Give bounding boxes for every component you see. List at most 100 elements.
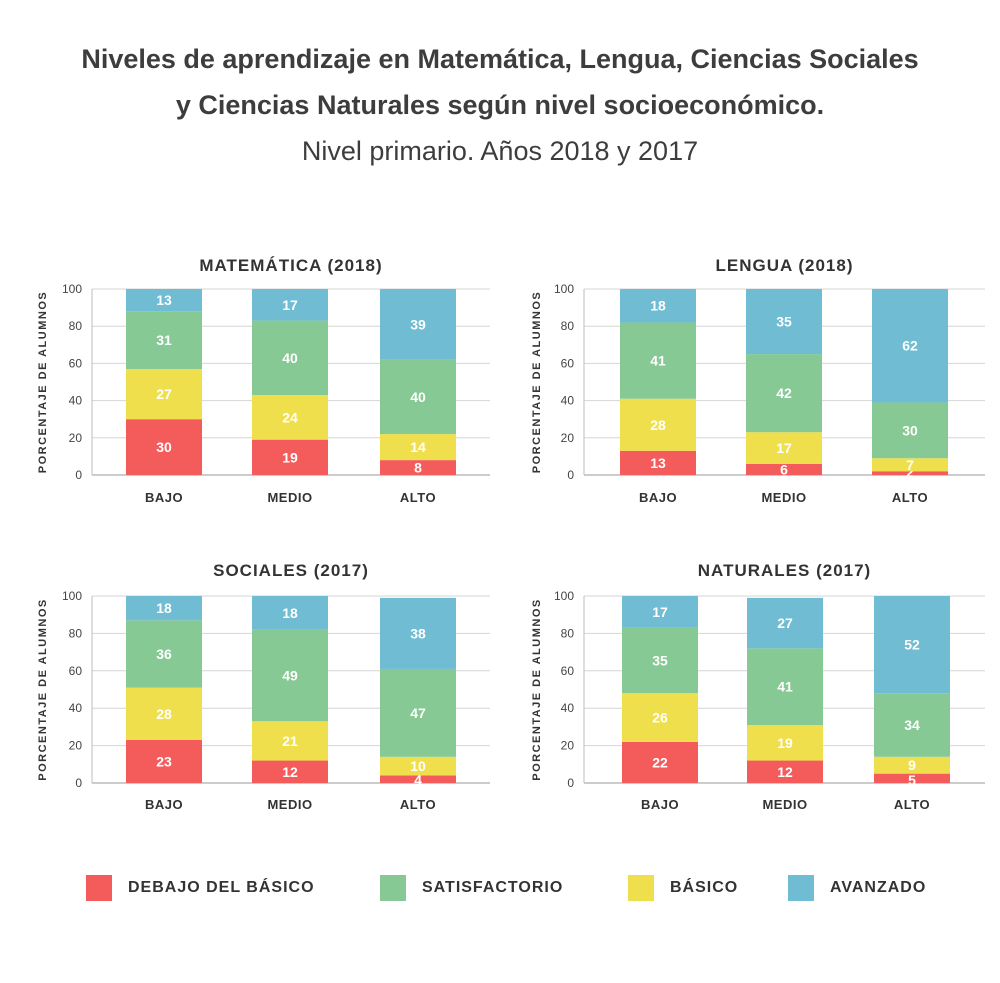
value-label-debajo: 8 bbox=[414, 460, 422, 476]
y-axis-label: PORCENTAJE DE ALUMNOS bbox=[531, 291, 543, 473]
value-label-debajo: 13 bbox=[650, 455, 666, 471]
value-label-satisfactorio: 30 bbox=[902, 422, 918, 438]
value-label-basico: 10 bbox=[410, 758, 426, 774]
category-label: MEDIO bbox=[762, 797, 807, 812]
value-label-avanzado: 38 bbox=[410, 625, 426, 641]
bar-segment-avanzado bbox=[380, 289, 456, 360]
bar-segment-satisfactorio bbox=[620, 322, 696, 399]
chart-title: SOCIALES (2017) bbox=[213, 561, 369, 580]
bar-segment-satisfactorio bbox=[746, 354, 822, 433]
bar-segment-basico bbox=[872, 458, 948, 472]
bar-segment-avanzado bbox=[874, 596, 950, 694]
bar-segment-avanzado bbox=[620, 289, 696, 323]
category-label: ALTO bbox=[400, 490, 436, 505]
category-label: BAJO bbox=[145, 490, 183, 505]
chart-title: LENGUA (2018) bbox=[715, 256, 853, 275]
y-tick-label: 80 bbox=[69, 319, 83, 333]
bar-segment-satisfactorio bbox=[872, 402, 948, 459]
category-label: ALTO bbox=[400, 797, 436, 812]
legend-swatch-avanzado bbox=[788, 875, 814, 901]
value-label-basico: 28 bbox=[156, 706, 172, 722]
legend-label-satisfactorio: SATISFACTORIO bbox=[422, 879, 564, 896]
category-label: BAJO bbox=[641, 797, 679, 812]
value-label-basico: 19 bbox=[777, 735, 793, 751]
legend-item-basico: BÁSICO bbox=[628, 872, 738, 904]
bar-segment-avanzado bbox=[126, 596, 202, 621]
bar-segment-satisfactorio bbox=[874, 693, 950, 757]
legend-label-debajo: DEBAJO DEL BÁSICO bbox=[128, 879, 315, 896]
value-label-satisfactorio: 36 bbox=[156, 646, 172, 662]
bar-segment-avanzado bbox=[252, 596, 328, 630]
bar-segment-debajo bbox=[874, 773, 950, 783]
value-label-satisfactorio: 40 bbox=[410, 389, 426, 405]
legend-swatch-satisfactorio bbox=[380, 875, 406, 901]
bar-segment-debajo bbox=[747, 760, 823, 783]
legend-item-satisfactorio: SATISFACTORIO bbox=[380, 872, 563, 904]
value-label-avanzado: 17 bbox=[652, 604, 668, 620]
y-axis-label: PORCENTAJE DE ALUMNOS bbox=[37, 598, 49, 780]
bar-segment-satisfactorio bbox=[622, 627, 698, 694]
bar-segment-debajo bbox=[252, 760, 328, 783]
bar-segment-satisfactorio bbox=[380, 668, 456, 757]
bar-segment-basico bbox=[252, 395, 328, 440]
bar-segment-basico bbox=[622, 693, 698, 742]
legend-swatch-debajo bbox=[86, 875, 112, 901]
value-label-debajo: 23 bbox=[156, 753, 172, 769]
y-tick-label: 0 bbox=[567, 468, 574, 482]
value-label-satisfactorio: 47 bbox=[410, 705, 426, 721]
y-tick-label: 80 bbox=[561, 319, 575, 333]
bar-segment-avanzado bbox=[380, 597, 456, 669]
y-tick-label: 20 bbox=[69, 431, 83, 445]
bar-segment-basico bbox=[126, 368, 202, 420]
y-tick-label: 80 bbox=[69, 626, 83, 640]
value-label-debajo: 2 bbox=[906, 464, 914, 480]
y-tick-label: 40 bbox=[69, 394, 83, 408]
category-label: MEDIO bbox=[267, 797, 312, 812]
value-label-debajo: 5 bbox=[908, 772, 916, 788]
bar-segment-basico bbox=[620, 398, 696, 451]
bar-segment-avanzado bbox=[622, 596, 698, 628]
bar-segment-satisfactorio bbox=[252, 320, 328, 396]
page-title-line-2: y Ciencias Naturales según nivel socioec… bbox=[175, 90, 825, 120]
bar-segment-basico bbox=[380, 756, 456, 776]
bar-segment-satisfactorio bbox=[747, 648, 823, 726]
y-tick-label: 40 bbox=[561, 701, 575, 715]
legend-item-debajo: DEBAJO DEL BÁSICO bbox=[86, 872, 315, 904]
bar-segment-debajo bbox=[252, 439, 328, 475]
bar-segment-satisfactorio bbox=[380, 359, 456, 435]
bar-segment-basico bbox=[252, 721, 328, 761]
value-label-basico: 7 bbox=[906, 457, 914, 473]
value-label-satisfactorio: 41 bbox=[777, 679, 793, 695]
value-label-debajo: 12 bbox=[282, 764, 298, 780]
value-label-satisfactorio: 49 bbox=[282, 667, 298, 683]
legend-item-avanzado: AVANZADO bbox=[788, 872, 926, 904]
value-label-avanzado: 18 bbox=[650, 298, 666, 314]
bar-segment-debajo bbox=[380, 775, 456, 783]
y-tick-label: 40 bbox=[69, 701, 83, 715]
y-tick-label: 60 bbox=[561, 664, 575, 678]
value-label-basico: 9 bbox=[908, 757, 916, 773]
y-tick-label: 60 bbox=[561, 356, 575, 370]
value-label-satisfactorio: 42 bbox=[776, 385, 792, 401]
value-label-basico: 21 bbox=[282, 733, 298, 749]
bar-segment-debajo bbox=[872, 471, 948, 475]
y-tick-label: 80 bbox=[561, 626, 575, 640]
bar-segment-debajo bbox=[746, 463, 822, 475]
legend-label-basico: BÁSICO bbox=[670, 879, 739, 896]
category-label: ALTO bbox=[892, 490, 928, 505]
value-label-basico: 14 bbox=[410, 439, 426, 455]
bar-segment-satisfactorio bbox=[126, 620, 202, 688]
page-title-line-1: Niveles de aprendizaje en Matemática, Le… bbox=[81, 44, 919, 74]
y-tick-label: 60 bbox=[69, 356, 83, 370]
y-axis-label: PORCENTAJE DE ALUMNOS bbox=[531, 598, 543, 780]
value-label-debajo: 12 bbox=[777, 764, 793, 780]
category-label: MEDIO bbox=[761, 490, 806, 505]
y-tick-label: 60 bbox=[69, 664, 83, 678]
bar-segment-debajo bbox=[380, 460, 456, 475]
value-label-avanzado: 35 bbox=[776, 314, 792, 330]
value-label-avanzado: 62 bbox=[902, 338, 918, 354]
value-label-avanzado: 18 bbox=[282, 605, 298, 621]
value-label-satisfactorio: 41 bbox=[650, 353, 666, 369]
value-label-debajo: 19 bbox=[282, 449, 298, 465]
bar-segment-basico bbox=[874, 756, 950, 774]
